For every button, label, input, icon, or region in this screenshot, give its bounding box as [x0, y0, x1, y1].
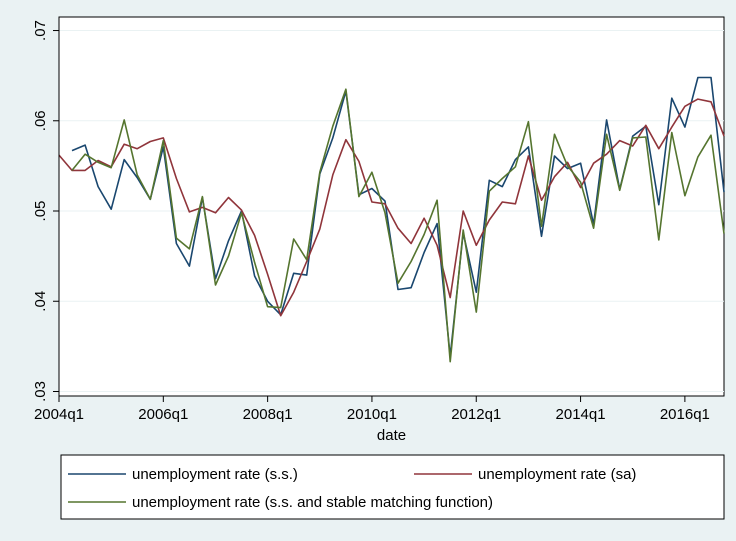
x-tick-label: 2004q1 [34, 406, 84, 423]
legend-box [60, 454, 725, 520]
x-tick-label: 2014q1 [556, 406, 606, 423]
series-line-2 [58, 98, 725, 317]
series-line-1 [71, 76, 725, 358]
legend: unemployment rate (s.s.) unemployment rat… [60, 454, 725, 520]
x-tick-label: 2006q1 [138, 406, 188, 423]
x-tick-label: 2008q1 [243, 406, 293, 423]
y-tick-label: .04 [32, 291, 49, 312]
series-lines [58, 76, 725, 363]
x-axis-title: date [377, 427, 406, 444]
x-tick-label: 2016q1 [660, 406, 710, 423]
ticks: .03 .04 .05 .06 .07 2004q1 2006q1 2008q1 2010q1 2… [32, 20, 710, 423]
y-tick-label: .03 [32, 381, 49, 402]
x-tick-label: 2010q1 [347, 406, 397, 423]
axes [58, 17, 724, 397]
plot-area [58, 16, 725, 397]
y-tick-label: .05 [32, 201, 49, 222]
x-tick-label: 2012q1 [451, 406, 501, 423]
legend-label-3: unemployment rate (s.s. and stable match… [132, 494, 493, 511]
y-tick-label: .07 [32, 20, 49, 41]
legend-label-2: unemployment rate (sa) [478, 466, 636, 483]
grid-lines [59, 30, 724, 392]
series-line-3 [71, 88, 725, 363]
y-tick-label: .06 [32, 110, 49, 131]
legend-label-1: unemployment rate (s.s.) [132, 466, 298, 483]
